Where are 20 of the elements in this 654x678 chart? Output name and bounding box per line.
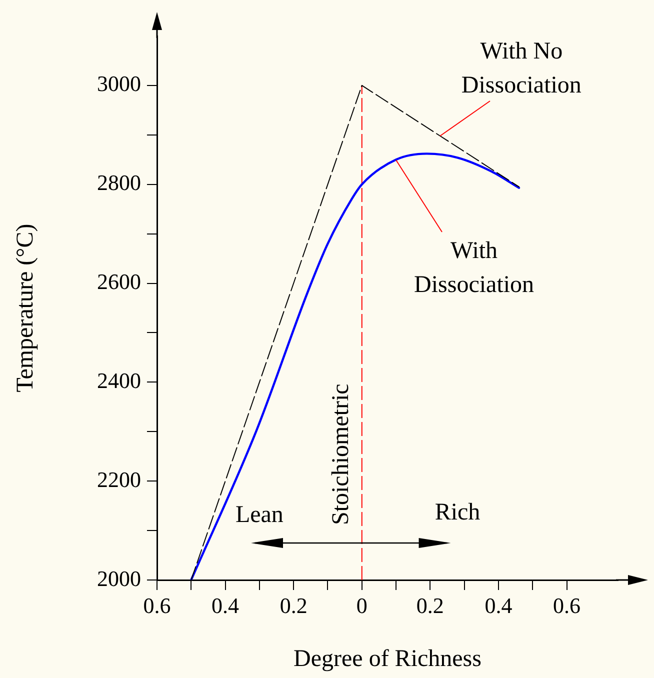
y-tick-label: 2600 [97,269,141,294]
y-tick-label: 3000 [97,71,141,96]
y-tick-label: 2200 [97,466,141,492]
series-label: With No Dissociation [461,38,582,98]
x-tick-label: 0.4 [484,592,512,618]
x-tick-label: 0.2 [280,592,308,618]
annotation: Lean [235,502,284,528]
y-tick-label: 2000 [97,566,141,591]
y-axis-title: Temperature (°C) [12,224,39,392]
x-tick-label: 0.6 [553,592,581,618]
ref-line-label: Stoichiometric [328,384,354,525]
x-tick-label: 0 [356,592,368,618]
y-tick-label: 2800 [97,170,141,196]
annotation: Rich [434,500,480,526]
x-axis-title: Degree of Richness [294,646,482,672]
x-tick-label: 0.4 [212,592,240,618]
text: With Dissociation [414,238,534,298]
x-tick-label: 0.2 [416,592,444,618]
y-tick-label: 2400 [97,368,141,393]
x-tick-label: 0.6 [143,592,171,618]
